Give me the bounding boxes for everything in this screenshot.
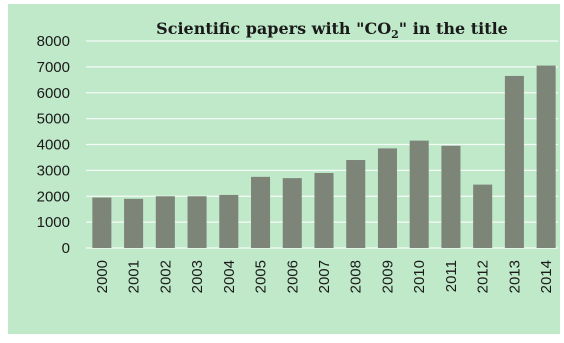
x-axis-ticks: 2000 2001 2002 2003 2004 2005 2006 2007 2008 2009… — [94, 260, 555, 293]
x-tick-label: 2012 — [475, 260, 492, 293]
x-tick-label: 2001 — [126, 260, 143, 293]
bar-2002 — [155, 196, 175, 248]
bar-2006 — [282, 178, 302, 248]
x-tick-label: 2007 — [316, 260, 333, 293]
x-tick-label: 2004 — [221, 260, 238, 293]
y-tick-label: 3000 — [37, 162, 70, 179]
chart-title-part-2: " in the title — [399, 19, 508, 38]
y-tick-label: 8000 — [37, 33, 70, 50]
bar-2011 — [441, 145, 461, 248]
x-tick-label: 2003 — [189, 260, 206, 293]
x-tick-label: 2006 — [284, 260, 301, 293]
x-tick-label: 2010 — [411, 260, 428, 293]
y-tick-label: 6000 — [37, 85, 70, 102]
bar-2001 — [124, 198, 144, 248]
x-tick-label: 2009 — [379, 260, 396, 293]
chart-title-subscript: 2 — [391, 28, 399, 41]
bar-2010 — [409, 140, 429, 248]
bars — [92, 65, 556, 249]
y-tick-label: 7000 — [37, 59, 70, 76]
y-tick-label: 1000 — [37, 214, 70, 231]
y-tick-label: 5000 — [37, 111, 70, 128]
x-tick-label: 2008 — [348, 260, 365, 293]
x-tick-label: 2002 — [157, 260, 174, 293]
bar-2007 — [314, 172, 334, 248]
bar-2003 — [187, 196, 207, 248]
x-tick-label: 2014 — [538, 260, 555, 293]
y-tick-label: 0 — [62, 240, 70, 257]
bar-2009 — [377, 148, 397, 248]
bar-2012 — [473, 184, 493, 248]
bar-2000 — [92, 197, 112, 248]
chart-background — [8, 4, 560, 334]
bar-2004 — [219, 194, 239, 248]
x-tick-label: 2000 — [94, 260, 111, 293]
bar-2008 — [346, 160, 366, 248]
y-tick-label: 2000 — [37, 188, 70, 205]
y-tick-label: 4000 — [37, 137, 70, 154]
x-tick-label: 2011 — [443, 260, 460, 292]
x-tick-label: 2013 — [506, 260, 523, 293]
chart-title-part-1: Scientific papers with "CO — [156, 19, 391, 38]
x-tick-label: 2005 — [253, 260, 270, 293]
bar-2013 — [504, 75, 524, 249]
bar-2014 — [536, 65, 556, 248]
bar-2005 — [251, 176, 271, 248]
chart-title: Scientific papers with "CO2" in the titl… — [156, 19, 508, 41]
y-axis-ticks: 0 1000 2000 3000 4000 5000 6000 7000 8000 — [37, 33, 70, 257]
